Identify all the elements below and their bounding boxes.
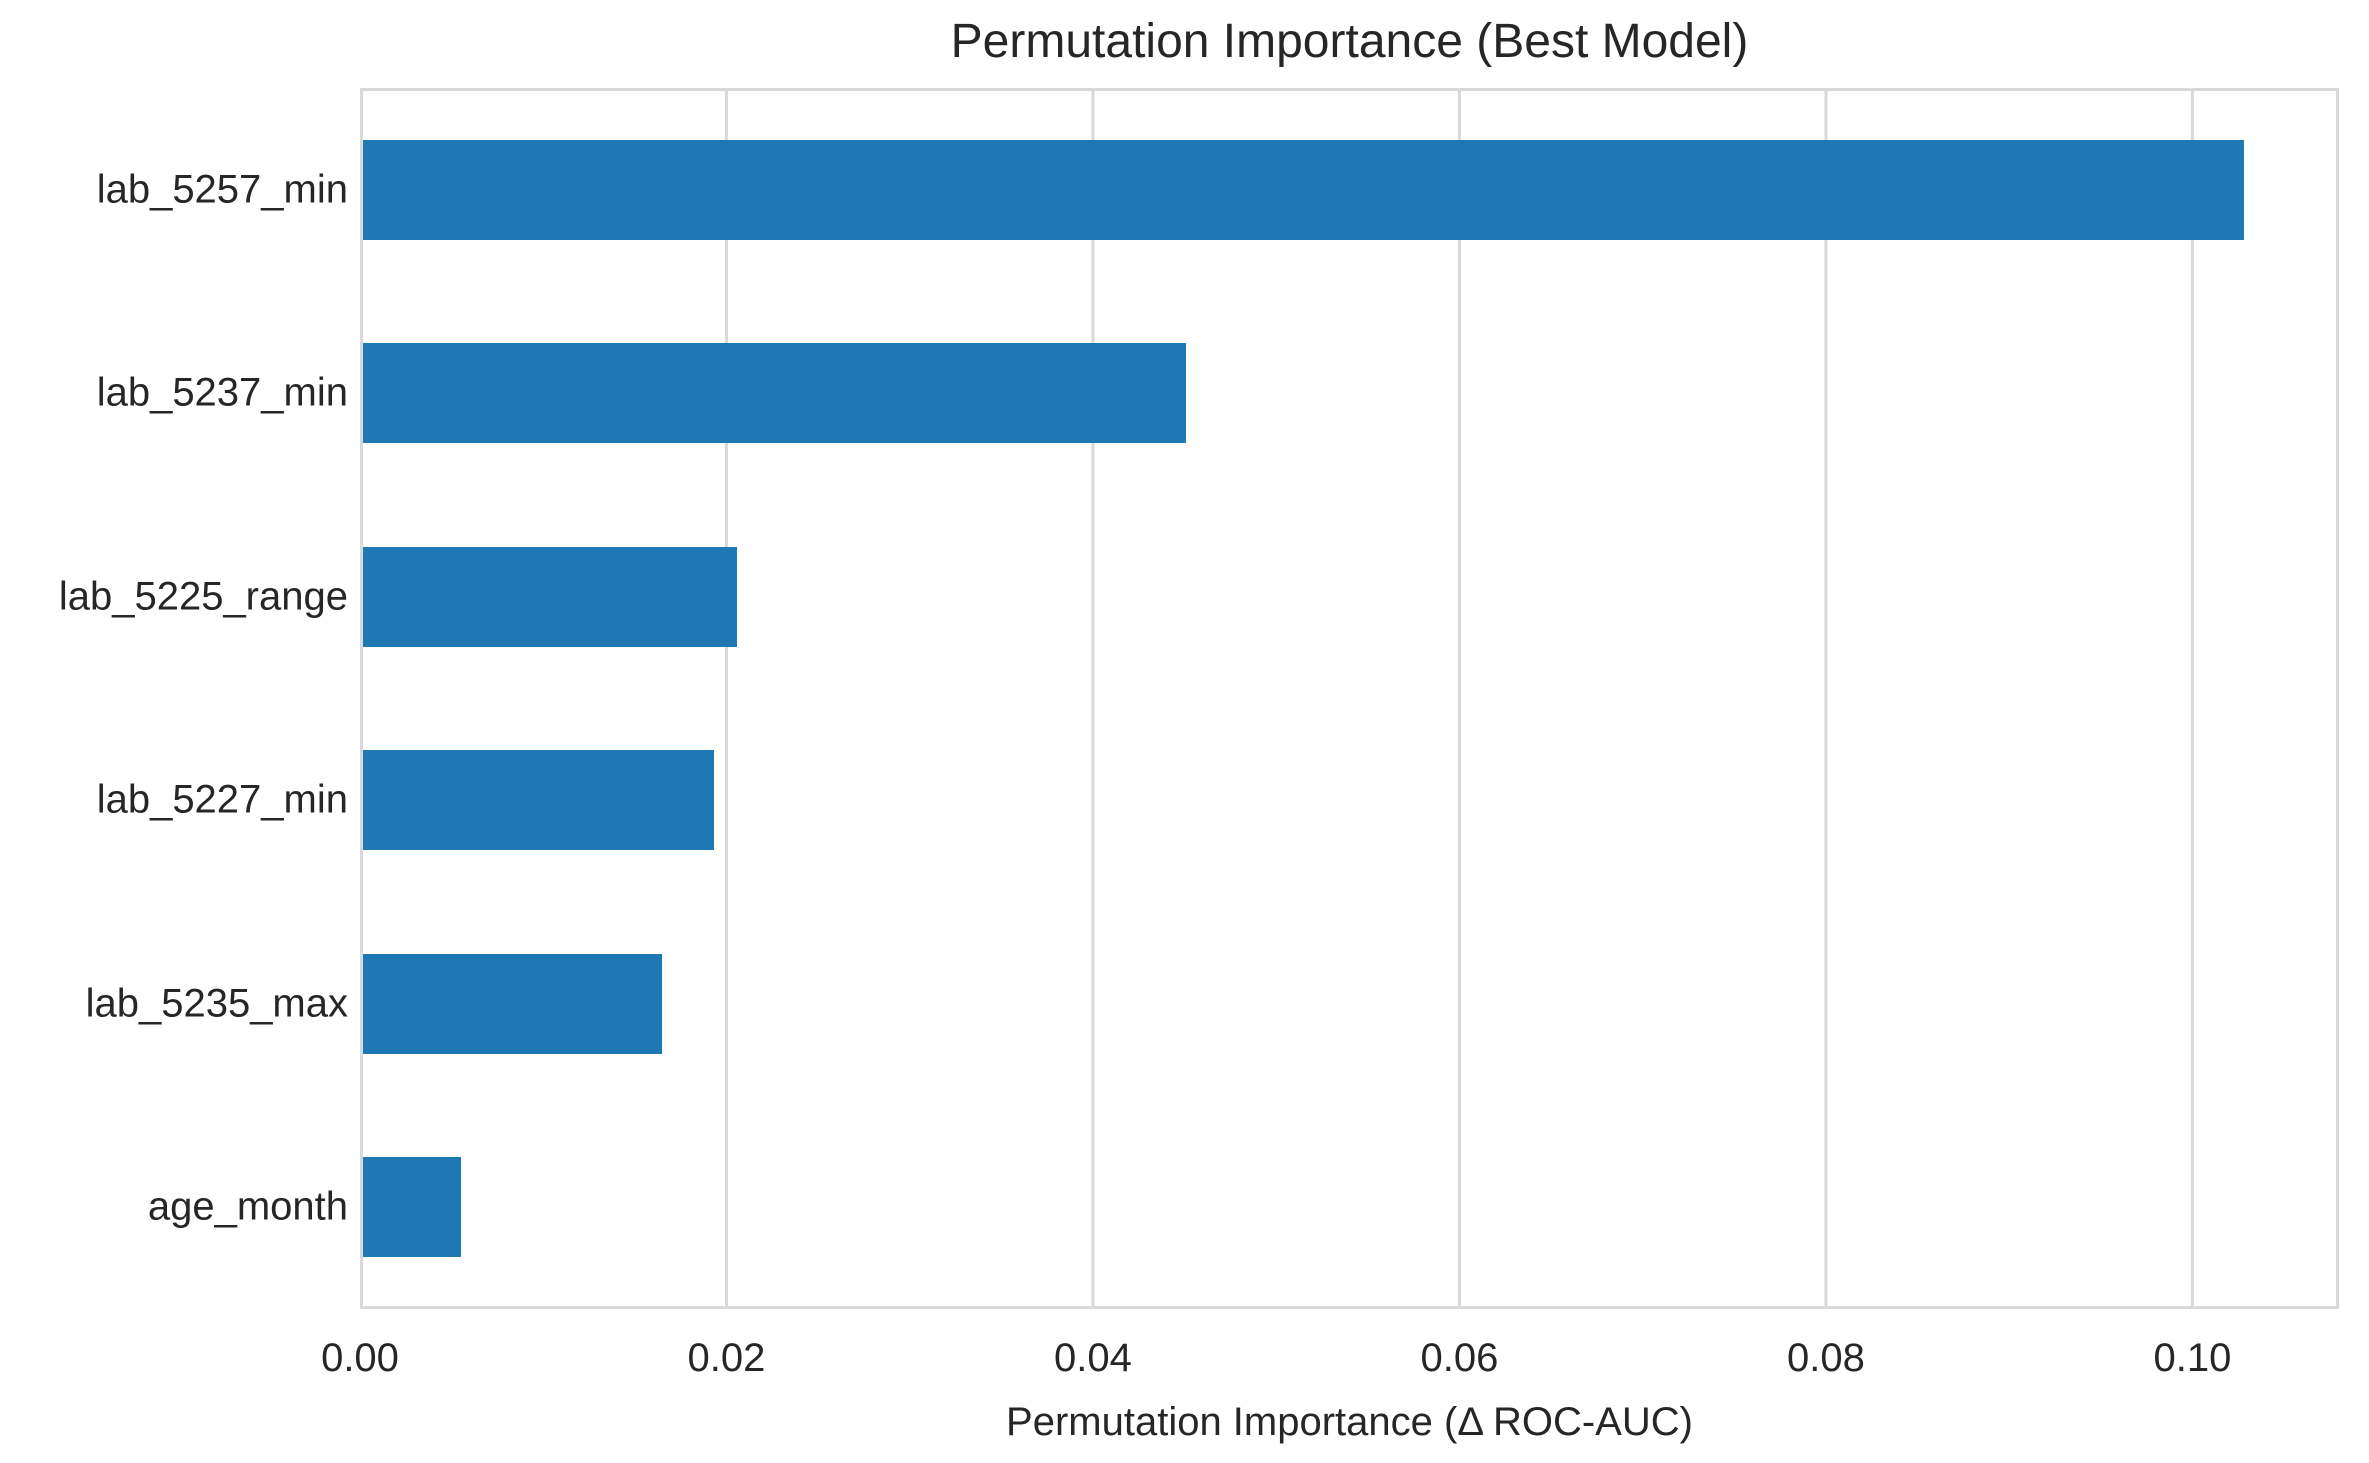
plot-border [360, 88, 2339, 1309]
bar-age_month [360, 1157, 461, 1257]
x-tick-label-0.02: 0.02 [687, 1336, 766, 1380]
y-tick-label-age_month: age_month [147, 1184, 348, 1229]
y-tick-label-lab_5237_min: lab_5237_min [96, 370, 348, 415]
y-tick-label-lab_5225_range: lab_5225_range [58, 574, 348, 619]
bar-lab_5257_min [360, 140, 2244, 240]
y-tick-label-lab_5235_max: lab_5235_max [85, 981, 348, 1026]
bar-lab_5227_min [360, 750, 714, 850]
y-tick-label-lab_5227_min: lab_5227_min [96, 777, 348, 822]
x-tick-label-0.04: 0.04 [1054, 1336, 1132, 1380]
x-tick-label-0.08: 0.08 [1786, 1336, 1865, 1380]
bar-lab_5237_min [360, 343, 1186, 443]
y-tick-label-lab_5257_min: lab_5257_min [96, 167, 348, 212]
bar-chart-canvas [360, 88, 2339, 1309]
chart-title: Permutation Importance (Best Model) [950, 15, 1749, 68]
x-tick-label-0.06: 0.06 [1420, 1336, 1499, 1380]
bar-lab_5225_range [360, 547, 737, 647]
plot-area [360, 88, 2339, 1309]
bar-lab_5235_max [360, 954, 662, 1054]
x-tick-label-0.10: 0.10 [2153, 1336, 2232, 1380]
x-axis-label: Permutation Importance (Δ ROC-AUC) [1006, 1400, 1693, 1444]
x-tick-label-0.00: 0.00 [321, 1336, 399, 1380]
